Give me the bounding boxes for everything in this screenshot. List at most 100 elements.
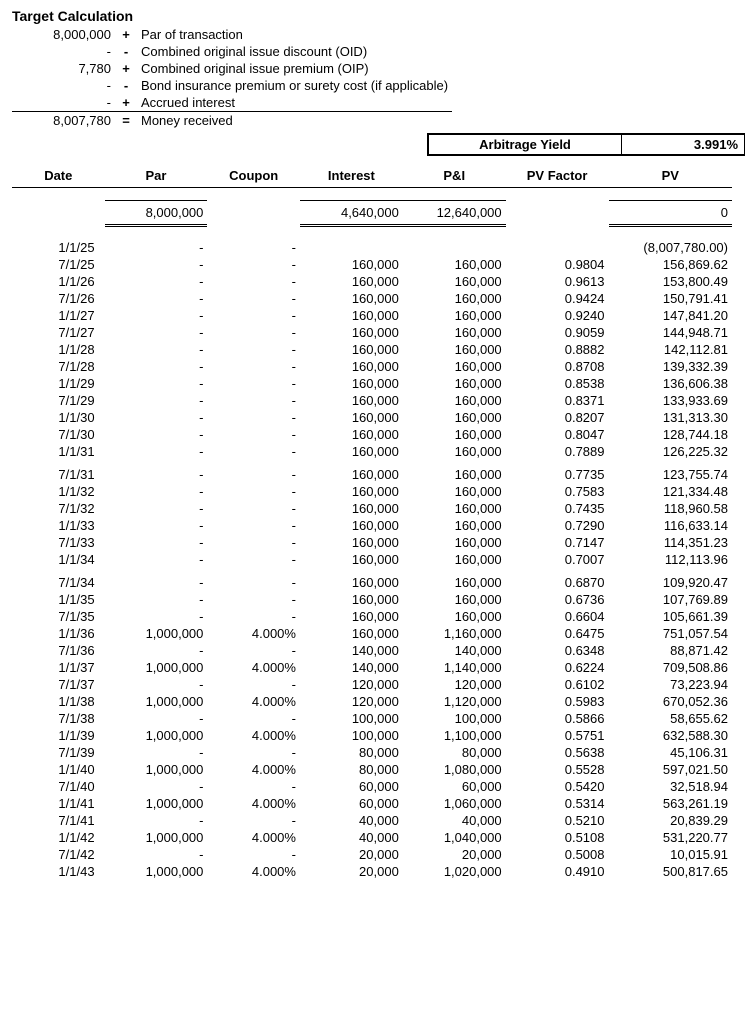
cell-date: 1/1/34 [12,551,105,568]
cell-interest: 80,000 [300,761,403,778]
cell-pv: 142,112.81 [609,341,733,358]
tc-total-desc: Money received [137,112,452,130]
table-row: 1/1/371,000,0004.000%140,0001,140,0000.6… [12,659,732,676]
cell-pi: 160,000 [403,307,506,324]
cell-pi: 1,040,000 [403,829,506,846]
cell-pv: 112,113.96 [609,551,733,568]
cell-pv: 670,052.36 [609,693,733,710]
cell-pi: 60,000 [403,778,506,795]
cell-par: - [105,466,208,483]
cell-coupon: - [207,710,300,727]
cell-pv: 150,791.41 [609,290,733,307]
cell-coupon: - [207,443,300,460]
cell-pv: 144,948.71 [609,324,733,341]
table-row: 7/1/37--120,000120,0000.610273,223.94 [12,676,732,693]
target-calc-row: 8,000,000+Par of transaction [12,26,452,43]
table-row: 7/1/34--160,000160,0000.6870109,920.47 [12,574,732,591]
tc-value: - [12,94,115,112]
cell-pi: 160,000 [403,426,506,443]
cell-par: - [105,517,208,534]
cell-interest: 160,000 [300,273,403,290]
cell-coupon: - [207,341,300,358]
cell-date: 7/1/38 [12,710,105,727]
cell-interest: 120,000 [300,676,403,693]
cell-pi: 140,000 [403,642,506,659]
cell-pv: 105,661.39 [609,608,733,625]
tot-pv: 0 [609,201,733,226]
cell-pi: 1,160,000 [403,625,506,642]
cell-par: - [105,290,208,307]
cell-pvf: 0.6870 [506,574,609,591]
cell-pvf: 0.5210 [506,812,609,829]
table-row: 1/1/31--160,000160,0000.7889126,225.32 [12,443,732,460]
table-row: 7/1/32--160,000160,0000.7435118,960.58 [12,500,732,517]
cell-pvf: 0.5638 [506,744,609,761]
cell-date: 1/1/28 [12,341,105,358]
cell-pv: 563,261.19 [609,795,733,812]
schedule-table: Date Par Coupon Interest P&I PV Factor P… [12,166,732,880]
cell-interest: 160,000 [300,392,403,409]
table-row: 1/1/431,000,0004.000%20,0001,020,0000.49… [12,863,732,880]
cell-pi: 160,000 [403,409,506,426]
cell-date: 7/1/37 [12,676,105,693]
cell-interest: 160,000 [300,307,403,324]
hdr-interest: Interest [300,166,403,188]
table-row: 1/1/33--160,000160,0000.7290116,633.14 [12,517,732,534]
cell-pv: 139,332.39 [609,358,733,375]
table-row: 7/1/26--160,000160,0000.9424150,791.41 [12,290,732,307]
cell-date: 1/1/32 [12,483,105,500]
table-row: 1/1/34--160,000160,0000.7007112,113.96 [12,551,732,568]
table-row: 7/1/28--160,000160,0000.8708139,332.39 [12,358,732,375]
cell-par: - [105,307,208,324]
arb-yield-label: Arbitrage Yield [429,135,621,154]
cell-pv: 709,508.86 [609,659,733,676]
cell-pi: 160,000 [403,375,506,392]
cell-pv: 114,351.23 [609,534,733,551]
cell-date: 7/1/40 [12,778,105,795]
table-row: 1/1/401,000,0004.000%80,0001,080,0000.55… [12,761,732,778]
cell-pi: 160,000 [403,290,506,307]
cell-interest: 160,000 [300,534,403,551]
cell-par: - [105,426,208,443]
table-row: 7/1/40--60,00060,0000.542032,518.94 [12,778,732,795]
cell-interest: 60,000 [300,778,403,795]
target-calc-row: --Bond insurance premium or surety cost … [12,77,452,94]
cell-par: - [105,392,208,409]
cell-interest: 160,000 [300,443,403,460]
cell-pvf: 0.7007 [506,551,609,568]
target-calc-table: 8,000,000+Par of transaction--Combined o… [12,26,452,129]
cell-par: - [105,443,208,460]
cell-date: 7/1/25 [12,256,105,273]
cell-interest: 60,000 [300,795,403,812]
cell-interest: 100,000 [300,710,403,727]
cell-pvf: 0.6475 [506,625,609,642]
tc-operator: + [115,60,137,77]
cell-date: 1/1/39 [12,727,105,744]
cell-pi: 160,000 [403,443,506,460]
cell-pi: 1,120,000 [403,693,506,710]
tc-value: 7,780 [12,60,115,77]
cell-pv: (8,007,780.00) [609,239,733,256]
cell-interest: 160,000 [300,358,403,375]
cell-pvf: 0.7583 [506,483,609,500]
cell-par: - [105,574,208,591]
cell-pvf: 0.6224 [506,659,609,676]
totals-row: 8,000,0004,640,00012,640,0000 [12,201,732,226]
cell-pv: 116,633.14 [609,517,733,534]
target-calc-row: 7,780+Combined original issue premium (O… [12,60,452,77]
cell-pi: 160,000 [403,534,506,551]
cell-pi: 160,000 [403,608,506,625]
cell-coupon: 4.000% [207,693,300,710]
cell-coupon: - [207,307,300,324]
cell-pvf: 0.5008 [506,846,609,863]
cell-pv: 32,518.94 [609,778,733,795]
cell-date: 1/1/41 [12,795,105,812]
cell-date: 7/1/30 [12,426,105,443]
cell-pv: 153,800.49 [609,273,733,290]
cell-coupon: - [207,517,300,534]
cell-pvf: 0.8708 [506,358,609,375]
cell-par: - [105,710,208,727]
cell-date: 1/1/29 [12,375,105,392]
header-row: Date Par Coupon Interest P&I PV Factor P… [12,166,732,188]
cell-par: - [105,273,208,290]
